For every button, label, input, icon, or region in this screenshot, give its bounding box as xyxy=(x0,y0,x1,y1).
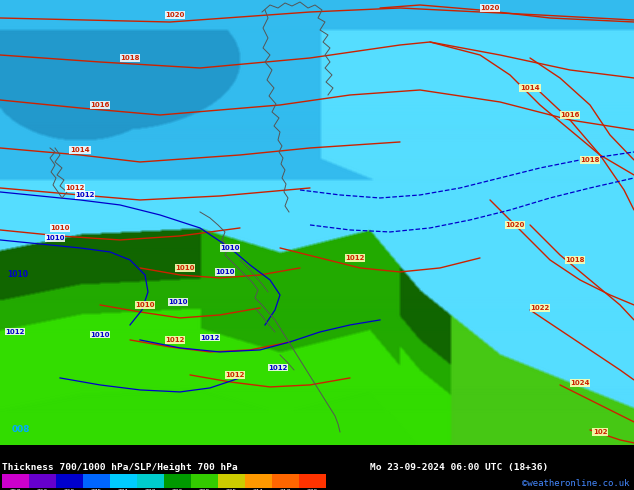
Bar xyxy=(245,474,272,488)
Text: 1012: 1012 xyxy=(65,185,85,191)
Text: 299: 299 xyxy=(199,489,210,490)
Text: 320: 320 xyxy=(307,489,318,490)
Text: 311: 311 xyxy=(253,489,264,490)
Text: 1012: 1012 xyxy=(268,365,288,371)
Text: 275: 275 xyxy=(91,489,102,490)
Text: 1012: 1012 xyxy=(200,335,220,341)
Text: 1012: 1012 xyxy=(346,255,365,261)
Text: 1010: 1010 xyxy=(216,269,235,275)
Text: 263: 263 xyxy=(37,489,48,490)
Text: Thickness 700/1000 hPa/SLP/Height 700 hPa: Thickness 700/1000 hPa/SLP/Height 700 hP… xyxy=(2,463,238,472)
Text: 1016: 1016 xyxy=(90,102,110,108)
Text: 1018: 1018 xyxy=(566,257,585,263)
Bar xyxy=(218,474,245,488)
Text: 1010: 1010 xyxy=(50,225,70,231)
Text: 1010: 1010 xyxy=(135,302,155,308)
Text: 1010: 1010 xyxy=(220,245,240,251)
Text: 1016: 1016 xyxy=(560,112,579,118)
Text: Mo 23-09-2024 06:00 UTC (18+36): Mo 23-09-2024 06:00 UTC (18+36) xyxy=(370,463,548,472)
Text: 1018: 1018 xyxy=(580,157,600,163)
Text: 1018: 1018 xyxy=(120,55,139,61)
Bar xyxy=(56,474,83,488)
Bar xyxy=(164,474,191,488)
Text: 1010: 1010 xyxy=(168,299,188,305)
Bar xyxy=(137,474,164,488)
Text: 293: 293 xyxy=(172,489,183,490)
Text: 008: 008 xyxy=(12,425,30,434)
Text: 1020: 1020 xyxy=(505,222,525,228)
Text: 1010: 1010 xyxy=(90,332,110,338)
Text: 1012: 1012 xyxy=(75,192,94,198)
Text: 1020: 1020 xyxy=(165,12,184,18)
Bar xyxy=(29,474,56,488)
Text: 1020: 1020 xyxy=(481,5,500,11)
Text: ©weatheronline.co.uk: ©weatheronline.co.uk xyxy=(522,479,630,488)
Text: 305: 305 xyxy=(226,489,237,490)
Text: 269: 269 xyxy=(64,489,75,490)
Text: 1012: 1012 xyxy=(165,337,184,343)
Text: 1014: 1014 xyxy=(520,85,540,91)
Text: 281: 281 xyxy=(118,489,129,490)
Text: 1022: 1022 xyxy=(531,305,550,311)
Text: 1012: 1012 xyxy=(225,372,245,378)
Bar xyxy=(83,474,110,488)
Text: 102: 102 xyxy=(593,429,607,435)
Text: 1010: 1010 xyxy=(175,265,195,271)
Text: 1010: 1010 xyxy=(8,270,29,279)
Bar xyxy=(110,474,137,488)
Text: 1010: 1010 xyxy=(45,235,65,241)
Text: 1012: 1012 xyxy=(5,329,25,335)
Text: 1014: 1014 xyxy=(70,147,90,153)
Text: 317: 317 xyxy=(280,489,291,490)
Text: 287: 287 xyxy=(145,489,156,490)
Bar xyxy=(2,474,29,488)
Text: 1024: 1024 xyxy=(570,380,590,386)
Bar xyxy=(191,474,218,488)
Text: 257: 257 xyxy=(10,489,21,490)
Bar xyxy=(272,474,299,488)
Bar xyxy=(299,474,326,488)
